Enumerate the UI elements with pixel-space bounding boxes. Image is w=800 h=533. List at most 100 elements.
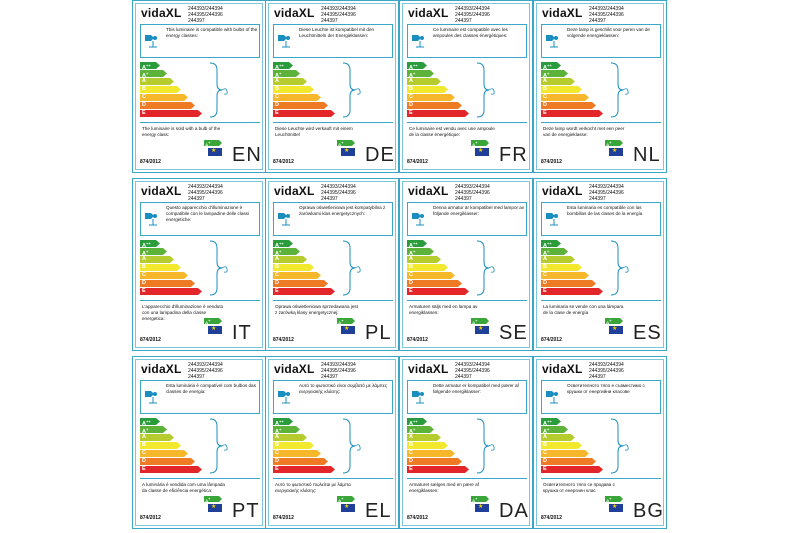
- energy-class-bar: C: [140, 450, 188, 457]
- eu-flag-icon: [208, 147, 222, 156]
- eu-flag-icon: [609, 147, 623, 156]
- bracket-icon: [341, 240, 363, 296]
- sold-with-box: A luminária é vendida com uma lâmpada da…: [140, 478, 260, 512]
- card-content: vidaXL 244393/244394 244395/244396 244397…: [539, 362, 661, 523]
- compatibility-text: Oprawa oświetleniowa jest kompatybilna z…: [299, 205, 386, 216]
- brand-name: vidaXL: [408, 184, 449, 198]
- energy-class-bar: E: [541, 110, 603, 117]
- product-codes: 244393/244394 244395/244396 244397: [589, 184, 624, 202]
- energy-class-scale: A++ A+ A B C D E: [273, 62, 343, 118]
- energy-class-scale: A++ A+ A B C D E: [140, 240, 210, 296]
- language-code: SE: [499, 322, 528, 344]
- brand-name: vidaXL: [542, 6, 583, 20]
- energy-class-bar: C: [541, 94, 589, 101]
- energy-class-bar: A++: [407, 418, 427, 425]
- energy-class-bar: E: [541, 466, 603, 473]
- energy-class-bar: D: [541, 280, 596, 287]
- included-class-badge: A+: [605, 496, 623, 502]
- energy-class-bar: E: [140, 110, 202, 117]
- energy-class-bar: C: [407, 272, 455, 279]
- card-content: vidaXL 244393/244394 244395/244396 244397…: [539, 184, 661, 345]
- energy-class-bar: D: [541, 102, 596, 109]
- compatibility-text: Esta luminaria es compatible con las bom…: [567, 205, 643, 216]
- bracket-icon: [609, 418, 631, 474]
- brand-name: vidaXL: [542, 362, 583, 376]
- energy-label-card: vidaXL 244393/244394 244395/244396 244397…: [132, 356, 266, 529]
- brand-name: vidaXL: [274, 184, 315, 198]
- product-codes: 244393/244394 244395/244396 244397: [321, 362, 356, 380]
- regulation-number: 874/2012: [407, 337, 428, 343]
- compatibility-box: Осветителното тяло е съвместимо с крушки…: [541, 380, 661, 414]
- card-content: vidaXL 244393/244394 244395/244396 244397…: [405, 184, 527, 345]
- regulation-number: 874/2012: [273, 159, 294, 165]
- energy-label-card: vidaXL 244393/244394 244395/244396 244397…: [533, 356, 667, 529]
- compatibility-box: Esta luminária é compatível com bulbos d…: [140, 380, 260, 414]
- energy-class-bar: A+: [541, 248, 568, 255]
- energy-label-card: vidaXL 244393/244394 244395/244396 244397…: [265, 178, 399, 351]
- energy-class-bar: A+: [541, 426, 568, 433]
- language-code: NL: [633, 144, 661, 166]
- energy-class-bar: C: [273, 450, 321, 457]
- regulation-number: 874/2012: [273, 515, 294, 521]
- included-class-badge: A+: [337, 140, 355, 146]
- energy-class-bar: E: [407, 466, 469, 473]
- product-codes: 244393/244394 244395/244396 244397: [188, 184, 223, 202]
- bracket-icon: [475, 62, 497, 118]
- included-class-badge: A+: [605, 140, 623, 146]
- language-code: DA: [499, 500, 529, 522]
- brand-name: vidaXL: [274, 362, 315, 376]
- sold-with-text: Deze lamp wordt verkocht met een peer va…: [543, 126, 625, 137]
- energy-class-bar: E: [407, 110, 469, 117]
- eu-flag-icon: [208, 503, 222, 512]
- lamp-icon: [144, 385, 162, 407]
- sold-with-box: The luminaire is sold with a bulb of the…: [140, 122, 260, 156]
- energy-class-bar: C: [541, 272, 589, 279]
- energy-class-bar: A: [140, 78, 174, 85]
- energy-class-bar: B: [273, 264, 314, 271]
- compatibility-text: Dette armatur er kompatibel med pærer af…: [433, 383, 519, 394]
- energy-class-bar: E: [273, 110, 335, 117]
- energy-class-bar: B: [407, 86, 448, 93]
- energy-class-bar: B: [407, 442, 448, 449]
- sold-with-box: Armaturen säljs med en lampa av energikl…: [407, 300, 527, 334]
- regulation-number: 874/2012: [273, 337, 294, 343]
- language-code: PL: [365, 322, 392, 344]
- sold-with-text: Diese Leuchte wird verkauft mit einem Le…: [275, 126, 353, 137]
- eu-flag-icon: [609, 325, 623, 334]
- eu-flag-icon: [475, 503, 489, 512]
- energy-class-bar: D: [140, 280, 195, 287]
- compatibility-box: Denna armatur är kompatibel med lampor a…: [407, 202, 527, 236]
- regulation-number: 874/2012: [407, 515, 428, 521]
- included-class-badge: A+: [337, 318, 355, 324]
- energy-class-bar: C: [273, 94, 321, 101]
- sold-with-text: La luminaria se vende con una lámpara de…: [543, 304, 624, 315]
- lamp-icon: [144, 207, 162, 229]
- included-class-badge: A+: [605, 318, 623, 324]
- energy-label-card: vidaXL 244393/244394 244395/244396 244397…: [533, 178, 667, 351]
- included-class-badge: A+: [204, 140, 222, 146]
- compatibility-box: Esta luminaria es compatible con las bom…: [541, 202, 661, 236]
- lamp-icon: [545, 385, 563, 407]
- language-code: EL: [365, 500, 392, 522]
- sold-with-box: Deze lamp wordt verkocht met een peer va…: [541, 122, 661, 156]
- product-codes: 244393/244394 244395/244396 244397: [321, 184, 356, 202]
- energy-class-bar: A: [541, 434, 575, 441]
- included-class-badge: A+: [471, 318, 489, 324]
- lamp-icon: [277, 29, 295, 51]
- regulation-number: 874/2012: [140, 337, 161, 343]
- energy-class-bar: E: [140, 466, 202, 473]
- brand-name: vidaXL: [141, 6, 182, 20]
- sold-with-box: Armaturet sælges med en pære af energikl…: [407, 478, 527, 512]
- energy-class-bar: A++: [140, 62, 160, 69]
- energy-class-bar: A: [407, 78, 441, 85]
- sold-with-box: Осветителното тяло се продава с крушка о…: [541, 478, 661, 512]
- compatibility-box: Αυτό το φωτιστικό είναι συμβατό με λάμπε…: [273, 380, 393, 414]
- energy-class-scale: A++ A+ A B C D E: [140, 418, 210, 474]
- included-class-badge: A+: [204, 496, 222, 502]
- energy-label-card: vidaXL 244393/244394 244395/244396 244397…: [132, 0, 266, 173]
- card-content: vidaXL 244393/244394 244395/244396 244397…: [138, 184, 260, 345]
- energy-class-scale: A++ A+ A B C D E: [541, 418, 611, 474]
- energy-class-bar: A++: [541, 62, 561, 69]
- energy-class-bar: B: [273, 442, 314, 449]
